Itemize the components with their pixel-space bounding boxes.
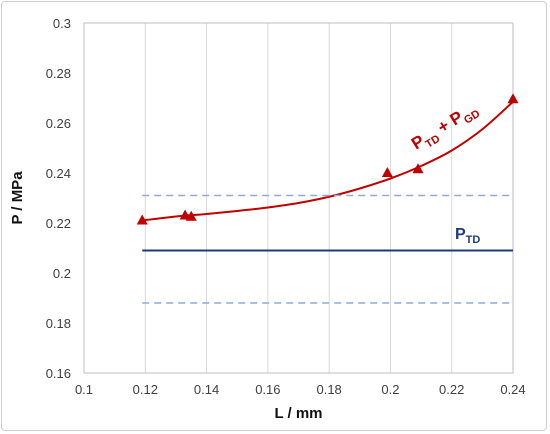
y-tick-label: 0.24 xyxy=(46,166,71,181)
fit-curve xyxy=(142,101,514,222)
y-tick-label: 0.18 xyxy=(46,316,71,331)
plot-area-border xyxy=(83,22,514,374)
data-point-triangle xyxy=(136,214,148,225)
annotation-text: PTD + PGD xyxy=(408,98,482,156)
x-tick-label: 0.2 xyxy=(381,382,399,397)
annotation-ptd: PTD xyxy=(455,226,480,246)
y-tick-label: 0.2 xyxy=(53,266,71,281)
x-tick-label: 0.1 xyxy=(75,382,93,397)
x-tick-label: 0.22 xyxy=(439,382,464,397)
x-tick-label: 0.12 xyxy=(133,382,158,397)
y-tick-label: 0.22 xyxy=(46,216,71,231)
x-tick-label: 0.14 xyxy=(194,382,219,397)
y-axis-title: P / MPa xyxy=(9,171,26,225)
y-tick-label: 0.26 xyxy=(46,116,71,131)
y-tick-label: 0.16 xyxy=(46,366,71,381)
y-tick-label: 0.28 xyxy=(46,66,71,81)
y-tick-label: 0.3 xyxy=(53,16,71,31)
data-point-triangle xyxy=(381,167,393,177)
x-tick-label: 0.18 xyxy=(316,382,341,397)
data-point-triangle xyxy=(507,93,519,104)
x-tick-label: 0.16 xyxy=(255,382,280,397)
annotation-ptd-plus-pgd: PTD + PGD xyxy=(408,98,482,156)
data-point-triangle xyxy=(412,163,424,174)
x-tick-label: 0.24 xyxy=(500,382,525,397)
data-point-triangle xyxy=(185,210,197,221)
x-axis-title: L / mm xyxy=(274,405,322,422)
